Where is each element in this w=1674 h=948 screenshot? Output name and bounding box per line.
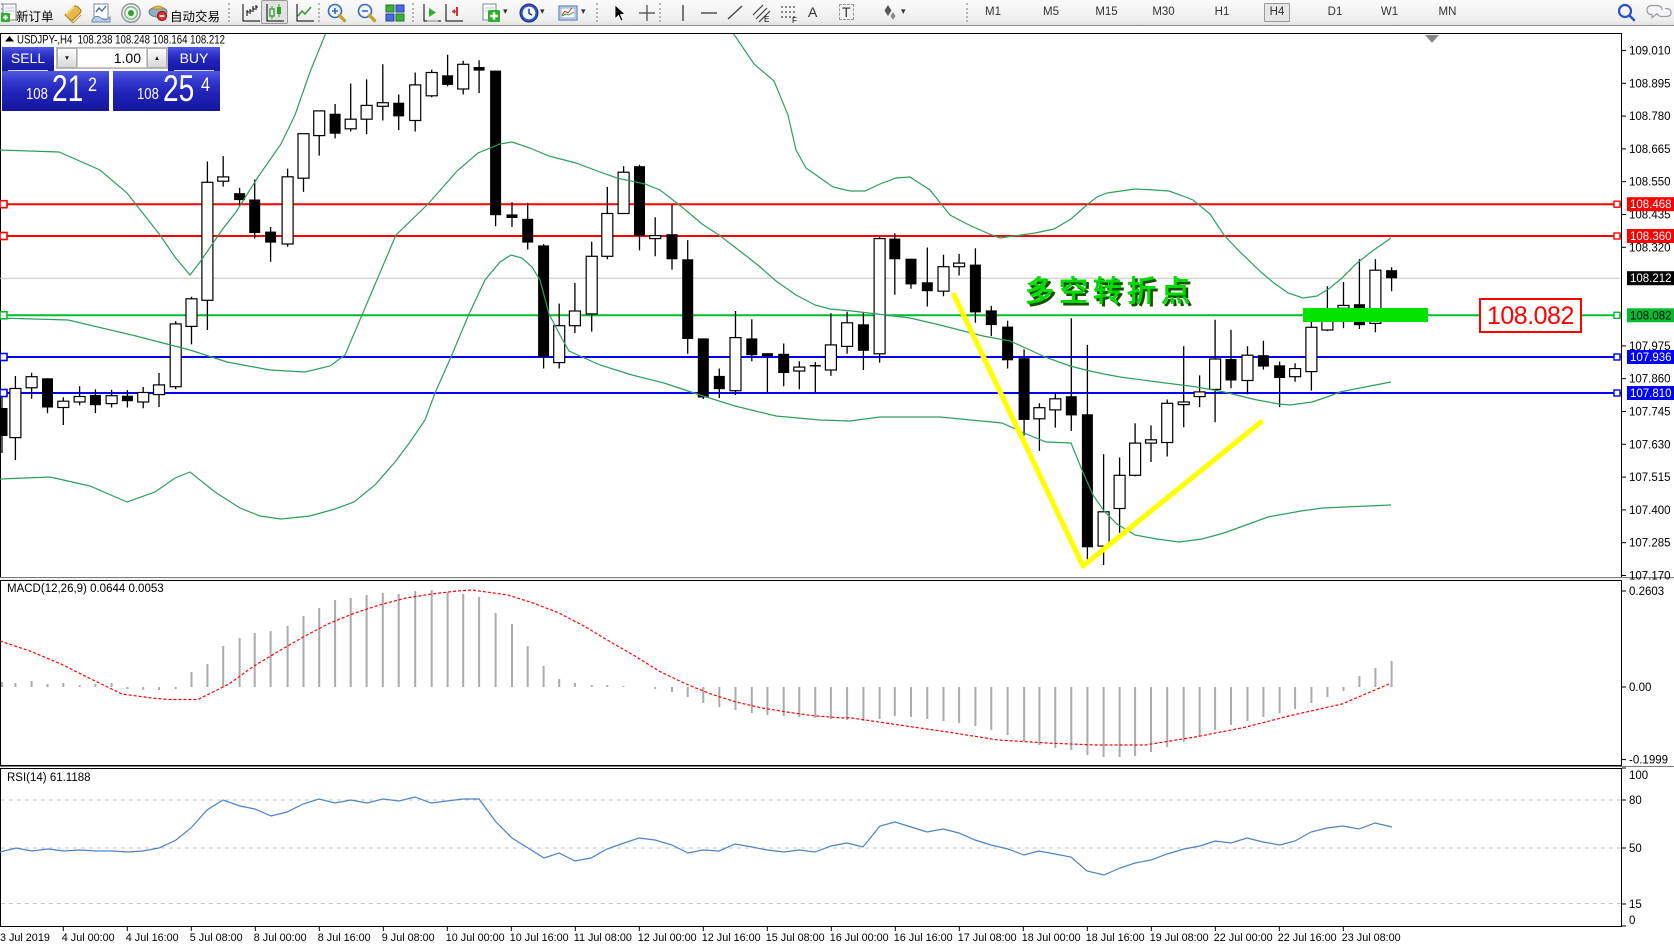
svg-text:RSI(14) 61.1188: RSI(14) 61.1188 (7, 772, 91, 784)
svg-text:107.400: 107.400 (1629, 505, 1671, 517)
svg-text:12 Jul 16:00: 12 Jul 16:00 (702, 932, 761, 944)
svg-text:50: 50 (1629, 843, 1642, 855)
svg-text:108.360: 108.360 (1630, 231, 1672, 243)
svg-text:107.630: 107.630 (1629, 439, 1671, 451)
svg-text:22 Jul 00:00: 22 Jul 00:00 (1214, 932, 1273, 944)
svg-text:F: F (792, 16, 797, 24)
svg-text:107.170: 107.170 (1629, 571, 1671, 583)
svg-text:108.895: 108.895 (1629, 78, 1671, 90)
svg-text:108.468: 108.468 (1630, 199, 1672, 211)
svg-text:15 Jul 08:00: 15 Jul 08:00 (766, 932, 825, 944)
svg-text:107.515: 107.515 (1629, 472, 1671, 484)
svg-text:107.810: 107.810 (1630, 388, 1672, 400)
svg-text:10 Jul 00:00: 10 Jul 00:00 (446, 932, 505, 944)
svg-text:8 Jul 00:00: 8 Jul 00:00 (254, 932, 307, 944)
svg-text:108.320: 108.320 (1629, 242, 1671, 254)
svg-text:16 Jul 00:00: 16 Jul 00:00 (830, 932, 889, 944)
svg-text:9 Jul 08:00: 9 Jul 08:00 (382, 932, 435, 944)
svg-text:3 Jul 2019: 3 Jul 2019 (0, 932, 50, 944)
svg-text:MACD(12,26,9) 0.0644 0.0053: MACD(12,26,9) 0.0644 0.0053 (7, 583, 164, 595)
svg-text:23 Jul 08:00: 23 Jul 08:00 (1342, 932, 1401, 944)
svg-text:108.550: 108.550 (1629, 177, 1671, 189)
svg-text:22 Jul 16:00: 22 Jul 16:00 (1278, 932, 1337, 944)
svg-text:16 Jul 16:00: 16 Jul 16:00 (894, 932, 953, 944)
svg-text:19 Jul 08:00: 19 Jul 08:00 (1150, 932, 1209, 944)
svg-text:108.212: 108.212 (1630, 273, 1672, 285)
svg-text:USDJPY-,H4 108.238 108.248 10: USDJPY-,H4 108.238 108.248 108.164 108.2… (17, 35, 225, 47)
svg-text:4 Jul 16:00: 4 Jul 16:00 (126, 932, 179, 944)
svg-text:107.975: 107.975 (1629, 341, 1671, 353)
svg-text:10 Jul 16:00: 10 Jul 16:00 (510, 932, 569, 944)
svg-text:108.780: 108.780 (1629, 111, 1671, 123)
svg-text:107.936: 107.936 (1630, 352, 1672, 364)
svg-text:107.285: 107.285 (1629, 538, 1671, 550)
svg-text:100: 100 (1629, 770, 1648, 782)
svg-text:108.665: 108.665 (1629, 144, 1671, 156)
svg-text:多空转折点: 多空转折点 (1028, 277, 1198, 311)
svg-text:18 Jul 00:00: 18 Jul 00:00 (1022, 932, 1081, 944)
svg-text:-0.1999: -0.1999 (1629, 755, 1668, 767)
svg-text:11 Jul 08:00: 11 Jul 08:00 (574, 932, 632, 944)
svg-text:5 Jul 08:00: 5 Jul 08:00 (190, 932, 243, 944)
svg-text:109.010: 109.010 (1629, 46, 1671, 58)
svg-text:108.082: 108.082 (1630, 310, 1672, 322)
svg-text:107.860: 107.860 (1629, 374, 1671, 386)
svg-text:0.00: 0.00 (1629, 682, 1651, 694)
svg-text:107.745: 107.745 (1629, 407, 1671, 419)
svg-text:多空转折点: 多空转折点 (1025, 274, 1195, 308)
svg-text:108.082: 108.082 (1487, 302, 1574, 330)
svg-text:0.2603: 0.2603 (1629, 586, 1664, 598)
svg-text:17 Jul 08:00: 17 Jul 08:00 (958, 932, 1017, 944)
svg-text:108.435: 108.435 (1629, 210, 1671, 222)
svg-text:18 Jul 16:00: 18 Jul 16:00 (1086, 932, 1145, 944)
svg-text:E: E (764, 15, 769, 24)
svg-text:8 Jul 16:00: 8 Jul 16:00 (318, 932, 371, 944)
svg-text:0: 0 (1629, 915, 1635, 927)
svg-text:80: 80 (1629, 795, 1642, 807)
svg-text:4 Jul 00:00: 4 Jul 00:00 (62, 932, 115, 944)
svg-text:15: 15 (1629, 899, 1642, 911)
svg-text:12 Jul 00:00: 12 Jul 00:00 (638, 932, 697, 944)
